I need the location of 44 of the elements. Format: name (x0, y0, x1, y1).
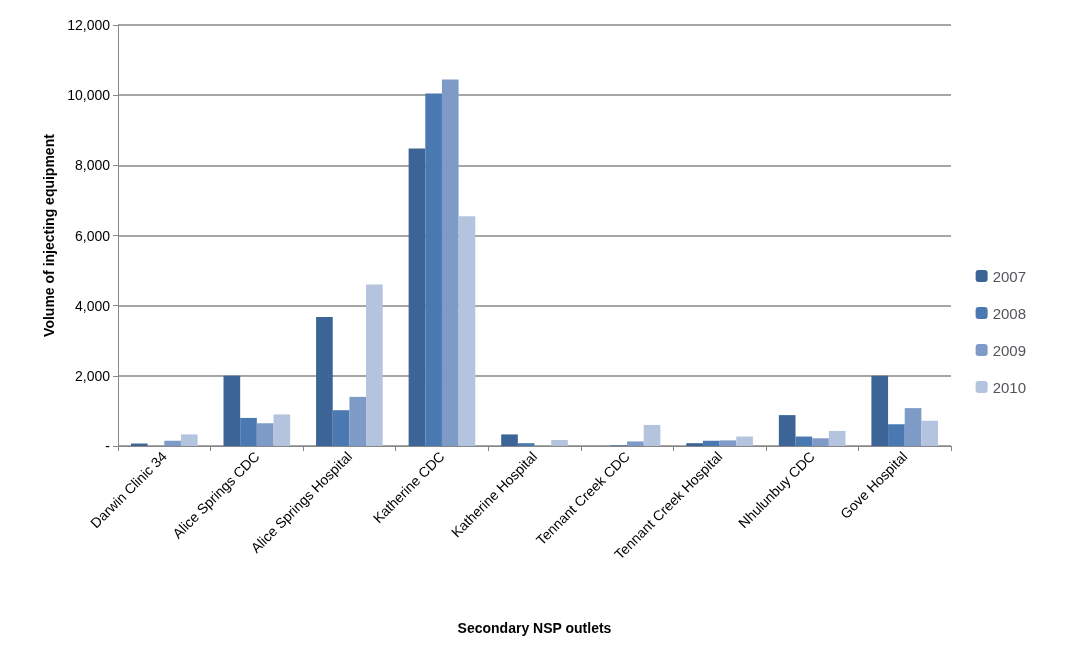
bar (273, 414, 291, 446)
bar (517, 443, 535, 446)
bar (349, 396, 367, 446)
bar (719, 440, 737, 446)
y-tick-label: 8,000 (74, 157, 111, 174)
y-tick-label: 6,000 (74, 227, 111, 244)
bar (501, 434, 518, 446)
legend-label: 2009 (992, 341, 1027, 359)
y-tick-label: - (105, 438, 111, 454)
bar (240, 417, 257, 446)
bar (904, 408, 922, 446)
bar (795, 436, 813, 446)
legend-label: 2007 (992, 267, 1027, 285)
y-axis-title: Volume of injecting equipment (41, 133, 57, 337)
bar (888, 424, 905, 446)
bar (643, 424, 661, 446)
bar (441, 79, 459, 446)
bar (366, 284, 383, 446)
bar (828, 430, 846, 446)
bar (316, 316, 333, 446)
legend-label: 2008 (992, 304, 1027, 322)
bar (458, 216, 476, 446)
y-tick-label: 4,000 (74, 297, 111, 314)
bar (627, 441, 644, 446)
legend-label: 2010 (992, 378, 1027, 396)
bar (223, 375, 241, 446)
x-axis-title: Secondary NSP outlets (457, 620, 612, 636)
bar (778, 415, 796, 446)
bar (736, 436, 753, 446)
bar (425, 93, 442, 446)
bar (921, 420, 939, 446)
bar (812, 438, 829, 446)
bar (871, 375, 889, 446)
bar (332, 410, 350, 446)
bar (180, 434, 198, 446)
bar (551, 440, 568, 446)
bar (164, 440, 181, 446)
bar (702, 440, 720, 446)
bar (256, 423, 274, 446)
y-tick-label: 12,000 (67, 17, 111, 33)
y-tick-label: 2,000 (74, 367, 111, 384)
bar (686, 443, 703, 446)
y-tick-label: 10,000 (67, 87, 111, 104)
bar (408, 148, 426, 446)
